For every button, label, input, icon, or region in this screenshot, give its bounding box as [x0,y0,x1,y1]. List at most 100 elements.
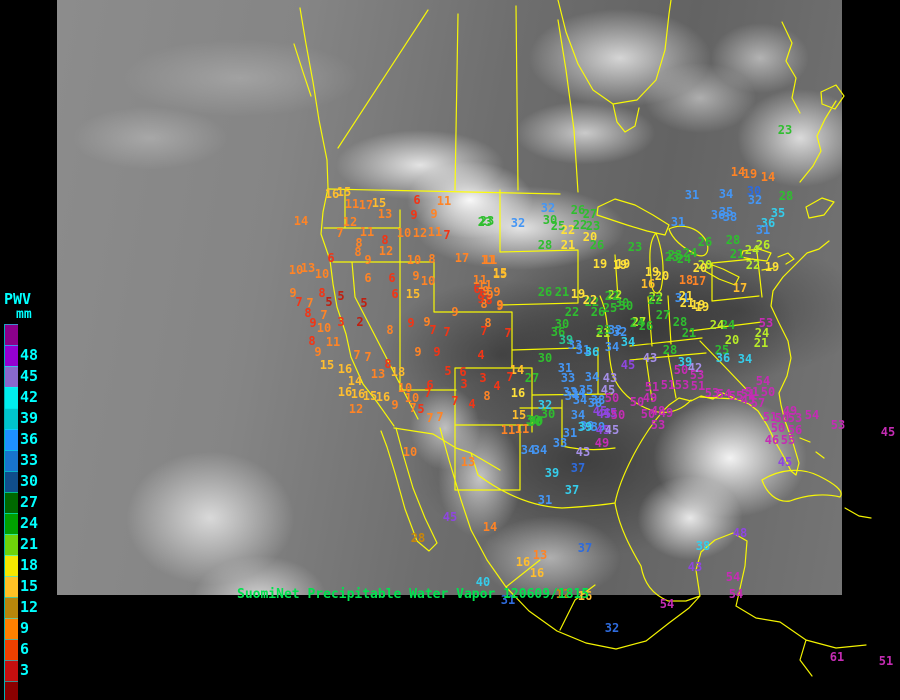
legend-swatch [5,555,18,577]
station-pwv-value: 9 [496,299,504,313]
station-pwv-value: 46 [764,433,780,447]
station-pwv-value: 7 [353,348,361,362]
station-pwv-value: 45 [592,404,608,418]
station-pwv-value: 43 [602,371,618,385]
station-pwv-value: 32 [537,398,553,412]
station-pwv-value: 31 [537,493,553,507]
station-pwv-value: 28 [537,238,553,252]
station-pwv-value: 53 [674,378,690,392]
station-pwv-value: 8 [304,306,312,320]
station-pwv-value: 32 [612,325,628,339]
legend-swatch [5,471,18,493]
station-pwv-value: 9 [486,288,494,302]
station-pwv-value: 11 [482,253,498,267]
station-pwv-value: 30 [527,415,543,429]
station-pwv-value: 51 [744,385,760,399]
station-pwv-value: 45 [777,455,793,469]
station-pwv-value: 30 [614,296,630,310]
legend-entry: 12 [5,597,56,619]
station-pwv-value: 7 [306,296,314,310]
legend-entry: 15 [5,576,56,598]
legend-value-label: 45 [20,367,39,386]
station-pwv-value: 9 [309,316,317,330]
station-pwv-value: 12 [342,215,358,229]
station-pwv-value: 4 [493,379,501,393]
station-pwv-value: 6 [459,365,467,379]
station-pwv-value: 6 [388,271,396,285]
station-pwv-value: 26 [697,235,713,249]
legend-color-scale: 48 45 42 39 36 33 30 27 24 21 18 15 12 9 6 3 [4,324,56,700]
station-pwv-value: 51 [660,378,676,392]
station-pwv-value: 27 [631,315,647,329]
station-pwv-value: 10 [402,445,418,459]
station-pwv-value: 17 [691,274,707,288]
station-pwv-value: 43 [687,560,703,574]
station-pwv-value: 8 [381,233,389,247]
station-pwv-value: 6 [426,378,434,392]
station-pwv-value: 11 [514,422,530,436]
station-pwv-value: 21 [678,289,694,303]
station-pwv-value: 24 [754,326,770,340]
station-pwv-value: 24 [744,243,760,257]
station-pwv-value: 7 [295,295,303,309]
station-pwv-value: 15 [405,287,421,301]
station-pwv-value: 20 [697,258,713,272]
station-pwv-value: 21 [681,326,697,340]
station-pwv-value: 22 [572,218,588,232]
station-pwv-value: 9 [391,398,399,412]
station-pwv-value: 33 [567,338,583,352]
legend-entry: 45 [5,366,56,388]
station-pwv-value: 56 [787,423,803,437]
station-pwv-value: 34 [570,386,586,400]
station-pwv-value: 26 [570,203,586,217]
station-pwv-value: 40 [475,575,491,589]
station-pwv-value: 7 [336,226,344,240]
station-pwv-value: 15 [362,389,378,403]
station-pwv-value: 51 [878,654,894,668]
station-pwv-value: 19 [694,300,710,314]
station-pwv-value: 28 [662,343,678,357]
station-pwv-value: 7 [451,394,459,408]
station-pwv-value: 11 [472,273,488,287]
station-pwv-value: 34 [584,370,600,384]
station-pwv-value: 45 [620,358,636,372]
station-pwv-value: 25 [714,343,730,357]
station-pwv-value: 20 [582,230,598,244]
station-pwv-value: 19 [742,167,758,181]
station-pwv-value: 34 [572,393,588,407]
legend-value-label: 24 [20,514,39,533]
legend-swatch [5,576,18,598]
station-pwv-value: 11 [427,225,443,239]
station-pwv-value: 53 [830,418,846,432]
station-pwv-value: 32 [604,621,620,635]
station-pwv-value: 26 [537,285,553,299]
station-pwv-value: 8 [480,297,488,311]
station-pwv-value: 20 [692,261,708,275]
station-pwv-value: 49 [782,404,798,418]
station-pwv-value: 8 [428,252,436,266]
station-pwv-value: 23 [667,248,683,262]
legend-swatch [5,597,18,619]
station-pwv-value: 32 [747,193,763,207]
station-pwv-value: 8 [485,293,493,307]
station-pwv-value: 24 [676,252,692,266]
station-pwv-value: 54 [804,408,820,422]
station-pwv-value: 21 [554,285,570,299]
station-pwv-value: 30 [537,351,553,365]
legend-entry: 39 [5,408,56,430]
station-pwv-value: 10 [404,391,420,405]
station-pwv-value: 6 [391,287,399,301]
station-pwv-value: 9 [482,284,490,298]
station-pwv-value: 21 [679,296,695,310]
legend-value-label: 12 [20,598,39,617]
station-pwv-value: 11 [359,225,375,239]
legend-value-label: 9 [20,619,30,638]
station-pwv-value: 2 [356,315,364,329]
station-pwv-value: 6 [413,193,421,207]
station-pwv-value: 3 [460,377,468,391]
station-pwv-value: 9 [407,316,415,330]
station-pwv-value: 37 [564,483,580,497]
station-pwv-value: 50 [640,407,656,421]
station-pwv-value: 31 [670,215,686,229]
great-lakes-paths [596,198,772,294]
